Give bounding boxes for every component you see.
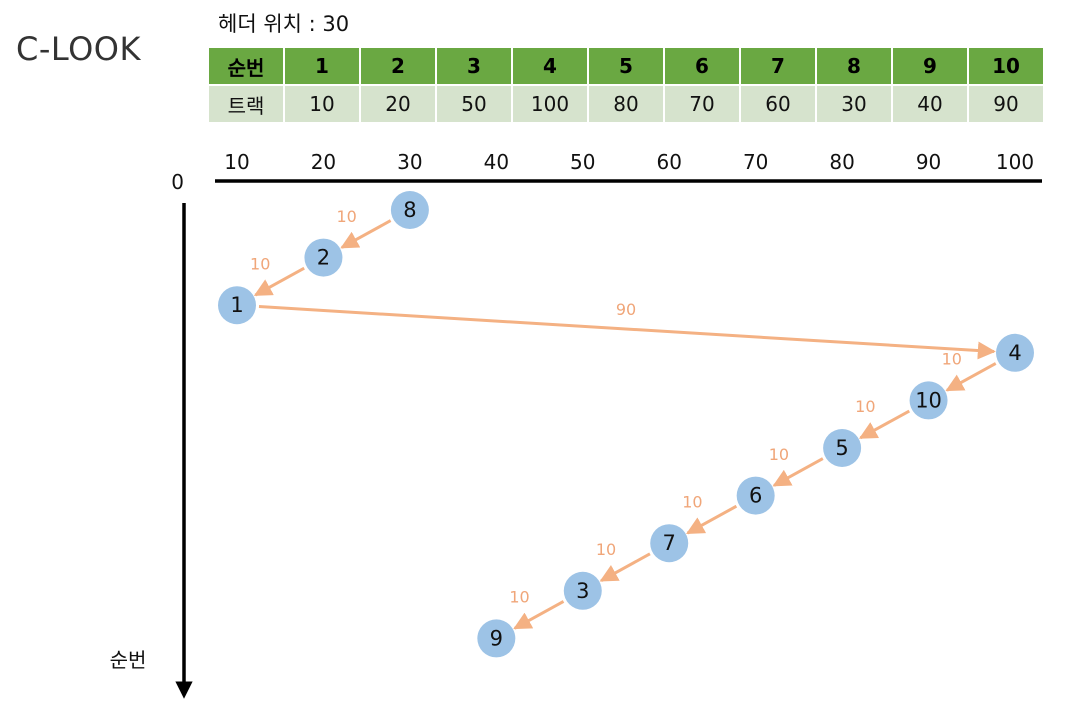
request-node-label: 10 [915,388,942,412]
request-node-circle [304,238,343,277]
seek-arrow [513,600,565,630]
request-node-label: 1 [230,293,243,317]
request-node-circle [909,381,948,420]
request-node: 6 [736,476,775,515]
x-tick-label: 30 [397,150,422,174]
x-tick-label: 70 [743,150,768,174]
track-cell: 80 [589,86,663,122]
track-cell: 100 [513,86,587,122]
seek-arrow [258,305,996,360]
request-node: 5 [823,429,862,467]
x-tick-label: 90 [916,150,941,174]
order-cell: 6 [665,48,739,84]
seek-distance-label: 10 [509,588,529,607]
order-cell: 5 [589,48,663,84]
request-node: 9 [477,619,516,658]
request-node: 10 [909,381,948,420]
track-cell: 30 [817,86,891,122]
request-node-label: 7 [663,531,676,555]
seek-distance-label: 10 [769,445,789,464]
request-node-circle [996,333,1034,372]
track-cell: 50 [437,86,511,122]
x-tick-label: 80 [829,150,854,174]
order-cell: 7 [741,48,815,84]
order-cell: 3 [437,48,511,84]
request-node-label: 6 [749,484,762,508]
seek-arrow [340,219,392,249]
seek-distance-label: 90 [616,300,636,319]
request-node-circle [650,524,689,563]
seek-distance-label: 10 [942,350,962,369]
request-node-circle [390,191,429,229]
request-node-label: 8 [403,198,416,222]
seek-arrow [686,504,738,535]
seek-arrow [772,457,824,487]
request-node: 4 [996,333,1034,372]
track-row: 트랙 10 20 50 100 80 70 60 30 40 90 [209,86,1043,122]
track-cell: 70 [665,86,739,122]
seek-distance-label: 10 [682,492,702,511]
seek-arrow [253,266,305,297]
x-tick-label: 20 [311,150,336,174]
order-cell: 2 [361,48,435,84]
track-cell: 40 [893,86,967,122]
request-node: 8 [390,191,429,229]
seek-arrow [945,362,997,392]
x-tick-label: 10 [224,150,249,174]
seek-distance-label: 10 [855,397,875,416]
track-header-cell: 트랙 [209,86,283,122]
x-tick-label: 50 [570,150,595,174]
request-node: 1 [218,286,256,325]
track-cell: 10 [285,86,359,122]
request-node-label: 2 [317,246,330,270]
seek-arrow [599,552,651,582]
x-tick-label: 100 [996,150,1034,174]
request-node-label: 5 [835,436,848,460]
order-cell: 1 [285,48,359,84]
request-node-circle [563,571,602,610]
x-tick-label: 40 [484,150,509,174]
request-table: 순번 1 2 3 4 5 6 7 8 9 10 트랙 10 20 50 100 … [207,46,1045,124]
order-header-cell: 순번 [209,48,283,84]
order-cell: 9 [893,48,967,84]
request-nodes: 8 2 1 4 10 5 6 7 3 9 [218,191,1034,658]
seek-distance-label: 10 [250,254,270,273]
diagram-title: C-LOOK [16,30,141,68]
request-node-label: 3 [576,579,589,603]
request-node-label: 4 [1008,341,1021,365]
track-cell: 90 [969,86,1043,122]
y-axis-label: 순번 [110,648,147,672]
request-node-circle [218,286,256,325]
axis-origin-label: 0 [171,170,184,194]
request-node: 2 [304,238,343,277]
request-node: 3 [563,571,602,610]
x-tick-labels: 10 20 30 40 50 60 70 80 90 100 [224,150,1034,174]
seek-distance-label: 10 [336,207,356,226]
x-tick-label: 60 [656,150,681,174]
request-node-circle [823,429,862,467]
request-node-circle [477,619,516,658]
request-node: 7 [650,524,689,563]
order-cell: 4 [513,48,587,84]
order-row: 순번 1 2 3 4 5 6 7 8 9 10 [209,48,1043,84]
order-cell: 10 [969,48,1043,84]
track-cell: 20 [361,86,435,122]
head-position-label: 헤더 위치 : 30 [218,12,350,36]
request-node-label: 9 [490,626,503,650]
request-node-circle [736,476,775,515]
seek-arrow [858,409,911,440]
order-cell: 8 [817,48,891,84]
seek-distance-label: 10 [596,540,616,559]
track-cell: 60 [741,86,815,122]
